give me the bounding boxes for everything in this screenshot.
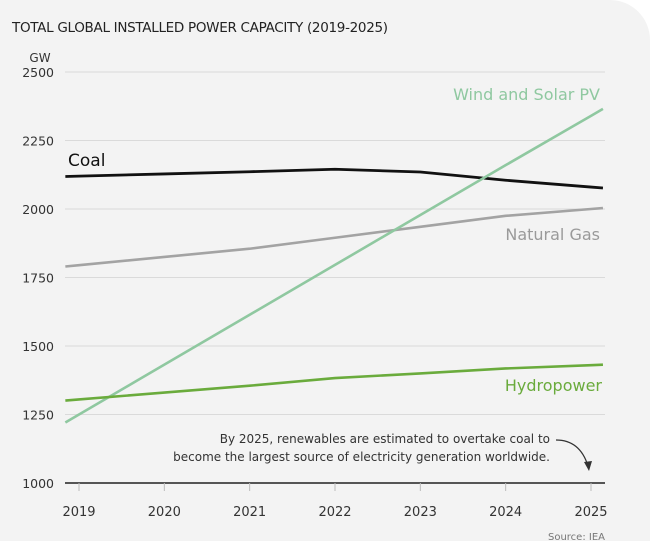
series-label: Wind and Solar PV bbox=[453, 85, 600, 104]
y-tick-label: 1500 bbox=[22, 339, 54, 354]
annotation-arrowhead-icon bbox=[584, 461, 592, 471]
series-label: Coal bbox=[68, 151, 105, 171]
y-tick-label: 2250 bbox=[22, 134, 54, 149]
source-label: Source: IEA bbox=[548, 532, 605, 541]
annotation-arrow-icon bbox=[555, 439, 589, 467]
y-axis-unit-label: GW bbox=[29, 51, 50, 65]
series-line-hydropower bbox=[65, 363, 603, 402]
y-tick-label: 1750 bbox=[22, 271, 54, 286]
y-tick-label: 1000 bbox=[22, 476, 54, 491]
x-tick-label: 2022 bbox=[318, 505, 351, 520]
x-tick-label: 2023 bbox=[404, 505, 437, 520]
series-label: Natural Gas bbox=[505, 225, 600, 244]
x-tick-label: 2025 bbox=[574, 505, 607, 520]
x-tick-label: 2021 bbox=[233, 505, 266, 520]
annotation-text: become the largest source of electricity… bbox=[173, 450, 550, 464]
annotation-text: By 2025, renewables are estimated to ove… bbox=[220, 432, 550, 446]
y-tick-label: 2000 bbox=[22, 202, 54, 217]
y-tick-label: 1250 bbox=[22, 408, 54, 423]
series-label: Hydropower bbox=[505, 376, 603, 395]
y-tick-label: 2500 bbox=[22, 65, 54, 80]
chart-title: TOTAL GLOBAL INSTALLED POWER CAPACITY (2… bbox=[12, 20, 388, 36]
series-line-natural-gas bbox=[65, 206, 604, 268]
x-tick-label: 2020 bbox=[148, 505, 181, 520]
x-tick-label: 2024 bbox=[489, 505, 522, 520]
x-tick-label: 2019 bbox=[62, 505, 95, 520]
series-line-coal bbox=[65, 167, 604, 190]
